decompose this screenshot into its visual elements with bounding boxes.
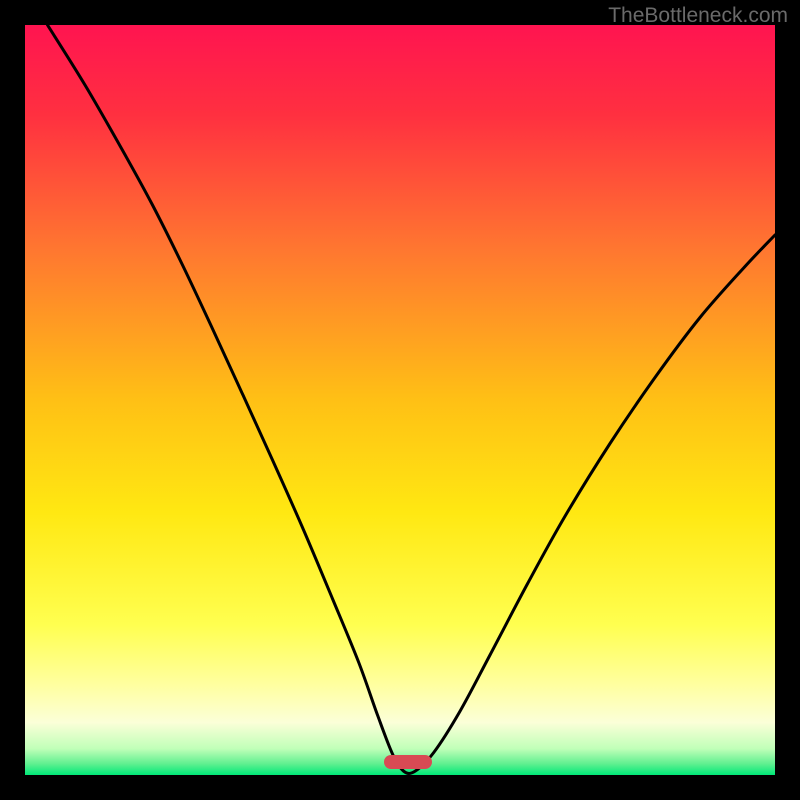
curve-line [25, 25, 775, 775]
chart-container: TheBottleneck.com [0, 0, 800, 800]
minimum-marker [384, 755, 432, 769]
plot-area [25, 25, 775, 775]
watermark-text: TheBottleneck.com [608, 4, 788, 28]
